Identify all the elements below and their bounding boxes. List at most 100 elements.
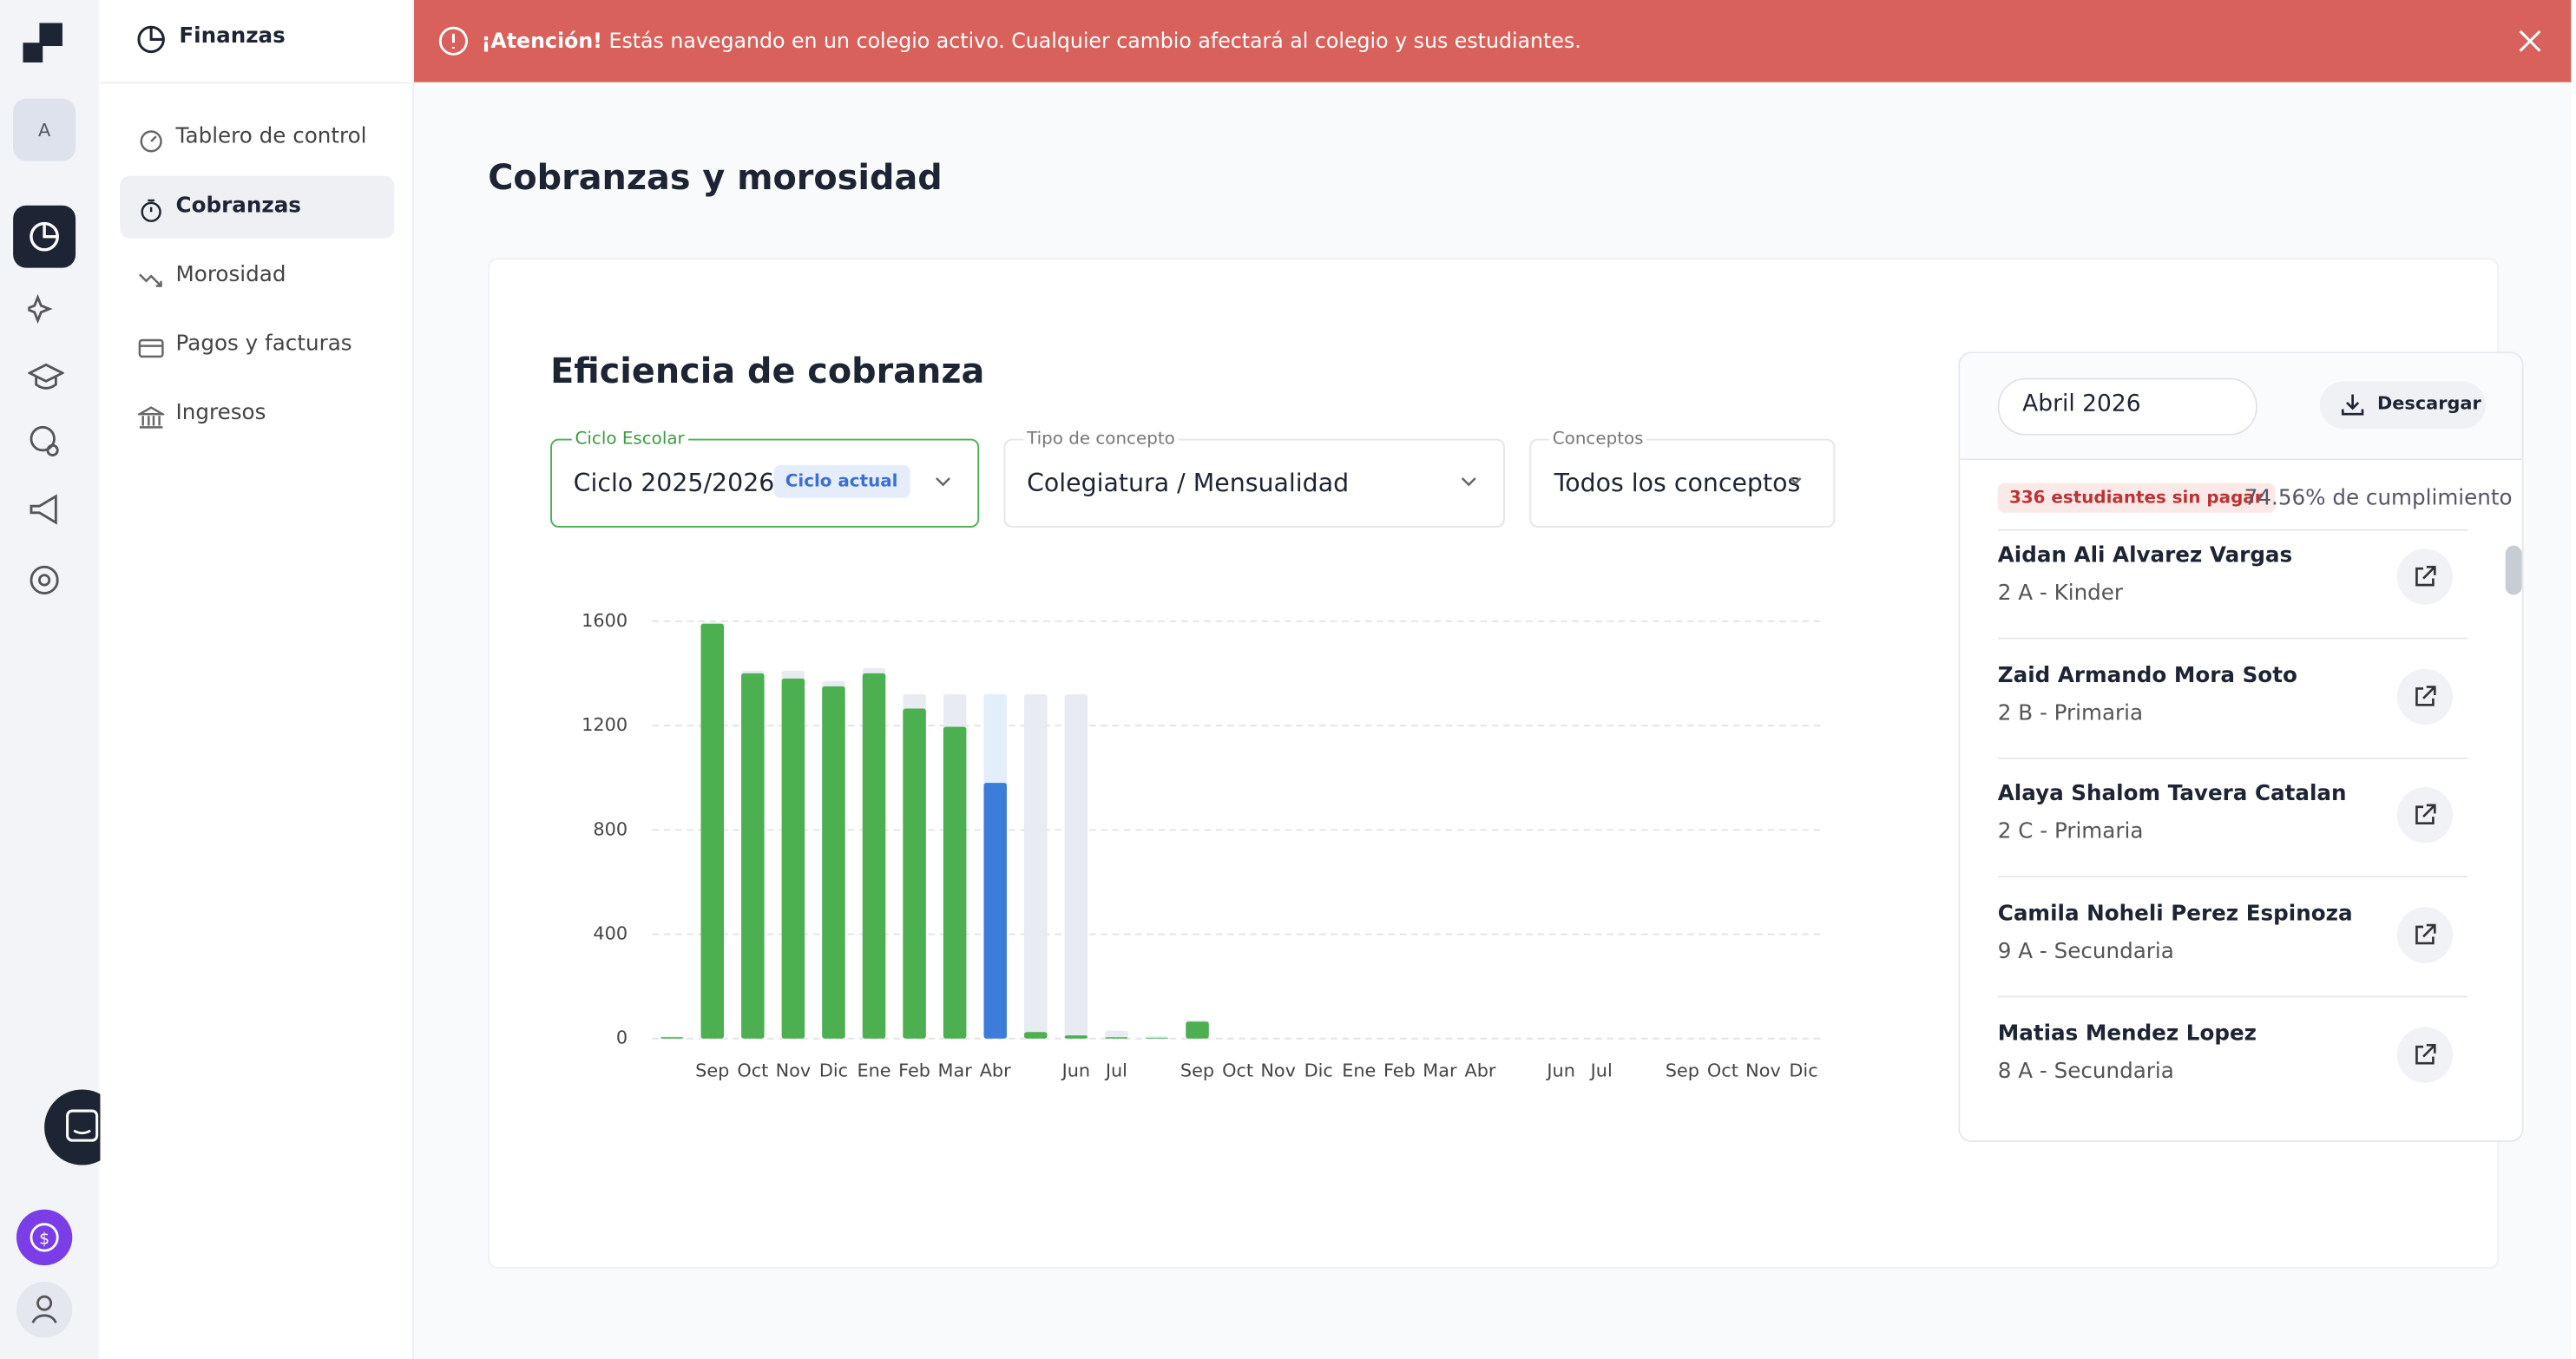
x-tick-label: Feb: [898, 1060, 930, 1081]
open-student[interactable]: [2397, 788, 2453, 844]
filter-label: Ciclo Escolar: [572, 429, 688, 449]
open-student[interactable]: [2397, 907, 2453, 962]
x-tick-label: Ene: [1342, 1060, 1376, 1081]
filter-label: Conceptos: [1549, 429, 1646, 449]
billing-button[interactable]: $: [16, 1210, 72, 1265]
x-tick-label: Jun: [1545, 1060, 1575, 1081]
separator: [1998, 638, 2468, 640]
y-tick-label: 800: [593, 818, 628, 839]
student-name: Zaid Armando Mora Soto: [1998, 663, 2297, 687]
student-group: 2 B - Primaria: [1998, 701, 2143, 725]
x-tick-label: Abr: [1464, 1060, 1495, 1081]
x-tick-label: Jun: [1061, 1060, 1091, 1081]
open-student[interactable]: [2397, 668, 2453, 724]
filter-value: Colegiatura / Mensualidad: [1027, 469, 1349, 498]
month: Abril 2026: [2022, 391, 2140, 417]
x-tick-label: Nov: [776, 1060, 812, 1081]
x-tick-label: Dic: [1789, 1060, 1817, 1081]
student-name: Camila Noheli Perez Espinoza: [1998, 903, 2353, 927]
x-tick-label: Sep: [1180, 1060, 1214, 1081]
nav-icon: [138, 128, 164, 154]
school-avatar[interactable]: A: [13, 99, 76, 161]
close-banner[interactable]: [2517, 28, 2543, 54]
nav-panel: Finanzas Tablero de control Cobranzas Moro…: [100, 0, 414, 1359]
svg-text:$: $: [39, 1229, 49, 1248]
bar: [863, 673, 886, 1039]
chart: 0 400 800 1200 1600 Sep Oct Nov Dic Ene Feb Mar Abr J…: [550, 592, 1848, 1101]
nav-item[interactable]: Pagos y facturas: [176, 332, 352, 357]
bar: [1065, 694, 1088, 1039]
profile-button[interactable]: [16, 1282, 72, 1337]
y-tick-label: 0: [616, 1027, 628, 1048]
nav-icon: [138, 335, 164, 361]
student-group: 2 A - Kinder: [1998, 581, 2123, 606]
student-name: Matias Mendez Lopez: [1998, 1021, 2257, 1046]
x-tick-label: Mar: [938, 1060, 973, 1081]
x-tick-label: Dic: [819, 1060, 848, 1081]
edge: [2571, 0, 2576, 1359]
badge: Ciclo actual: [774, 465, 910, 498]
bar: [1024, 1032, 1048, 1039]
x-tick-label: Nov: [1260, 1060, 1296, 1081]
bar: [1024, 694, 1048, 1039]
x-tick-label: Dic: [1304, 1060, 1333, 1081]
x-tick-label: Oct: [1707, 1060, 1738, 1081]
x-tick-label: Oct: [737, 1060, 768, 1081]
bar: [1146, 1038, 1169, 1039]
y-tick-label: 1600: [582, 610, 628, 631]
download-icon: [2339, 391, 2365, 417]
finance-icon[interactable]: [13, 206, 76, 268]
student-name: Alaya Shalom Tavera Catalan: [1998, 783, 2347, 807]
bar: [822, 686, 845, 1039]
x-tick-label: Abr: [980, 1060, 1011, 1081]
unpaid-badge: 336 estudiantes sin pagar: [1998, 483, 2275, 513]
filter-value: Todos los conceptos: [1554, 469, 1801, 498]
bar: [660, 1037, 684, 1039]
open-student[interactable]: [2397, 548, 2453, 604]
download-label: Descargar: [2377, 393, 2481, 415]
bar: [903, 708, 926, 1038]
nav-title: Finanzas: [179, 24, 285, 49]
nav-icon: [138, 266, 164, 292]
bar: [1186, 1021, 1209, 1039]
bar: [1105, 1037, 1128, 1039]
nav-item[interactable]: Ingresos: [176, 401, 266, 425]
separator: [1998, 757, 2468, 758]
x-tick-label: Feb: [1383, 1060, 1416, 1081]
bar: [741, 673, 765, 1039]
banner-text: Estás navegando en un colegio activo. Cu…: [608, 28, 1580, 52]
bar: [701, 624, 725, 1039]
x-tick-label: Sep: [1666, 1060, 1699, 1081]
open-student[interactable]: [2397, 1027, 2453, 1082]
banner-strong: ¡Atención!: [482, 28, 602, 52]
x-tick-label: Ene: [857, 1060, 890, 1081]
bar: [1065, 1035, 1088, 1039]
nav-item[interactable]: Morosidad: [176, 263, 286, 287]
student-name: Aidan Ali Alvarez Vargas: [1998, 544, 2292, 568]
nav-item[interactable]: Tablero de control: [176, 125, 367, 149]
card-title: Eficiencia de cobranza: [550, 351, 984, 391]
scrollbar[interactable]: [2506, 546, 2522, 595]
x-tick-label: Nov: [1745, 1060, 1781, 1081]
student-group: 9 A - Secundaria: [1998, 940, 2174, 964]
bar: [943, 727, 967, 1039]
icon-rail: A $: [0, 0, 99, 1359]
compliance: 74.56% de cumplimiento: [2244, 487, 2513, 511]
y-tick-label: 1200: [582, 714, 628, 735]
separator: [1998, 876, 2468, 878]
filter-value: Ciclo 2025/2026: [574, 469, 775, 498]
x-tick-label: Oct: [1222, 1060, 1253, 1081]
nav-icon: [135, 23, 168, 56]
x-tick-label: Jul: [1589, 1060, 1613, 1081]
nav-icon: [138, 404, 164, 430]
nav-icon: [138, 197, 164, 223]
y-tick-label: 400: [593, 923, 628, 944]
nav-item[interactable]: Cobranzas: [176, 194, 301, 218]
x-tick-label: Jul: [1104, 1060, 1127, 1081]
warning-banner: ¡Atención! Estás navegando en un colegio…: [414, 0, 2571, 82]
bar: [782, 679, 805, 1039]
x-tick-label: Mar: [1423, 1060, 1457, 1081]
student-group: 8 A - Secundaria: [1998, 1060, 2174, 1084]
filter-label: Tipo de concepto: [1023, 429, 1178, 449]
